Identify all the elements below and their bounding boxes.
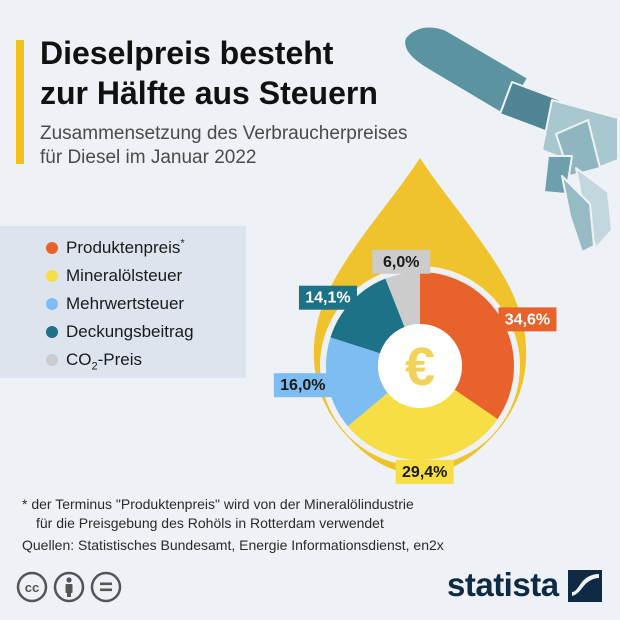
legend-item-produktenpreis: Produktenpreis* — [46, 234, 246, 262]
legend-label-suffix: -Preis — [97, 350, 143, 369]
page-title: Dieselpreis besteht zur Hälfte aus Steue… — [40, 33, 460, 113]
slice-mehrwertsteuer — [326, 337, 388, 427]
slice-mineral-lsteuer — [347, 389, 498, 460]
legend-swatch-co2-preis — [46, 354, 58, 366]
slice-co2-preis — [385, 272, 420, 327]
data-label-text: 29,4% — [402, 464, 447, 481]
data-label-box — [372, 249, 431, 274]
svg-text:cc: cc — [25, 580, 39, 595]
legend-item-mineraloelsteuer: Mineralölsteuer — [46, 262, 246, 290]
data-label-text: 6,0% — [383, 254, 419, 271]
legend-swatch-mehrwertsteuer — [46, 298, 58, 310]
cc-icon[interactable]: cc — [16, 571, 48, 603]
subtitle-line-1: Zusammensetzung des Verbraucherpreises — [40, 123, 408, 144]
euro-icon: € — [405, 337, 435, 397]
legend-item-deckungsbeitrag: Deckungsbeitrag — [46, 318, 246, 346]
donut-hole — [378, 324, 462, 408]
slice-produktenpreis — [420, 272, 514, 420]
legend-swatch-deckungsbeitrag — [46, 326, 58, 338]
sources-note: Quellen: Statistisches Bundesamt, Energi… — [22, 537, 444, 553]
legend-footnote-mark: * — [180, 237, 185, 250]
statista-logo[interactable]: statista — [447, 566, 559, 603]
fuel-nozzle-icon — [403, 25, 619, 253]
legend-label: Produktenpreis — [66, 238, 181, 257]
data-label-box — [498, 307, 557, 332]
data-label-box — [395, 459, 454, 484]
legend-label: Mehrwertsteuer — [66, 294, 185, 313]
data-label-mineral-lsteuer: 29,4% — [395, 459, 454, 484]
footnote: * der Terminus "Produktenpreis" wird von… — [22, 495, 612, 533]
legend-swatch-mineraloelsteuer — [46, 270, 58, 282]
footnote-line-1: * der Terminus "Produktenpreis" wird von… — [22, 496, 414, 512]
data-label-text: 14,1% — [305, 290, 350, 307]
page-subtitle: Zusammensetzung des Verbraucherpreises f… — [40, 122, 460, 170]
statista-logo-icon — [568, 570, 602, 602]
title-accent-bar — [16, 40, 24, 164]
data-label-text: 16,0% — [280, 377, 325, 394]
legend-item-co2-preis: CO2-Preis — [46, 346, 246, 374]
legend-subscript: 2 — [91, 360, 98, 373]
legend-swatch-produktenpreis — [46, 242, 58, 254]
title-line-1: Dieselpreis besteht — [40, 35, 334, 71]
data-label-box — [298, 285, 357, 310]
footnote-line-2: für die Preisgebung des Rohöls in Rotter… — [36, 515, 384, 531]
data-label-text: 34,6% — [505, 311, 550, 328]
chart-legend: Produktenpreis* Mineralölsteuer Mehrwert… — [0, 226, 246, 378]
subtitle-line-2: für Diesel im Januar 2022 — [40, 147, 257, 168]
data-label-co2-preis: 6,0% — [372, 249, 431, 274]
donut-chart: € 34,6% 29,4% 16,0% 14,1% 6,0% — [273, 158, 557, 484]
legend-label: CO — [66, 350, 92, 369]
data-label-mehrwertsteuer: 16,0% — [273, 373, 332, 398]
title-line-2: zur Hälfte aus Steuern — [40, 75, 378, 111]
data-label-box — [273, 373, 332, 398]
legend-label: Mineralölsteuer — [66, 266, 183, 285]
slice-deckungsbeitrag — [330, 278, 405, 354]
data-label-deckungsbeitrag: 14,1% — [298, 285, 357, 310]
legend-item-mehrwertsteuer: Mehrwertsteuer — [46, 290, 246, 318]
attribution-icon[interactable] — [53, 571, 85, 603]
no-derivatives-icon[interactable] — [90, 571, 122, 603]
data-label-produktenpreis: 34,6% — [498, 307, 557, 332]
legend-label: Deckungsbeitrag — [66, 322, 194, 341]
license-icons: cc — [16, 571, 122, 603]
